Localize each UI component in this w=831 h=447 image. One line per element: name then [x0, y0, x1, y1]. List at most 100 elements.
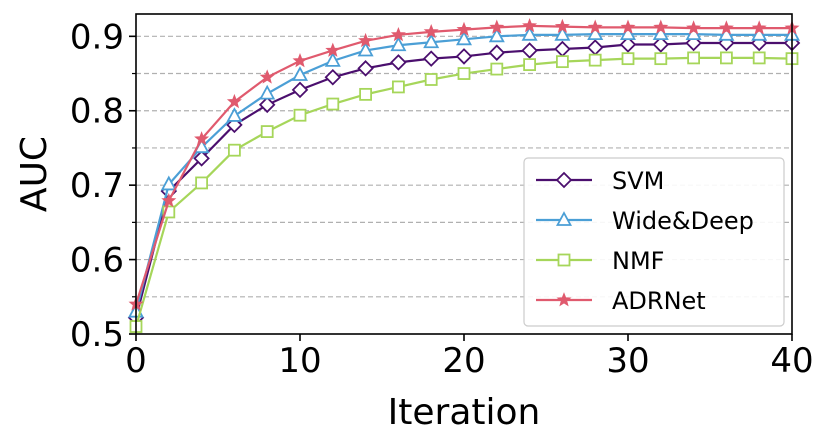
data-point-wide-deep: [226, 107, 243, 122]
data-point-svm: [390, 54, 407, 71]
tick-layer: 0 10 20 30 40 0.5 0.6 0.7 0.8 0.9: [70, 17, 814, 381]
data-point-adrnet: [259, 69, 275, 84]
data-point-wide-deep: [160, 175, 177, 191]
legend-label: Wide&Deep: [612, 207, 754, 235]
data-point-wide-deep: [423, 33, 440, 49]
data-point-adrnet: [161, 192, 177, 208]
data-point-adrnet: [554, 18, 570, 34]
data-point-wide-deep: [652, 25, 669, 40]
series-wide-deep: [127, 25, 801, 318]
data-point-adrnet: [620, 19, 636, 34]
data-point-wide-deep: [291, 66, 309, 81]
legend: SVM Wide&Deep NMF ADRNet: [523, 157, 785, 327]
legend-marker: [557, 253, 571, 267]
x-tick-label: 0: [125, 341, 147, 381]
data-point-svm: [586, 39, 604, 56]
data-point-wide-deep: [619, 25, 637, 40]
y-tick-label: 0.9: [70, 17, 124, 57]
x-axis-label: Iteration: [388, 392, 541, 433]
data-point-wide-deep: [488, 27, 505, 43]
y-axis-label: AUC: [14, 136, 55, 212]
x-tick-label: 30: [606, 341, 649, 381]
x-tick-label: 20: [442, 341, 485, 381]
data-point-nmf: [457, 67, 471, 80]
data-point-nmf: [523, 58, 536, 72]
y-tick-label: 0.6: [70, 241, 124, 281]
data-point-svm: [521, 42, 538, 59]
data-point-nmf: [752, 51, 766, 65]
legend-item-adrnet: ADRNet: [536, 287, 706, 315]
data-point-nmf: [490, 62, 504, 76]
data-point-nmf: [195, 176, 209, 190]
legend-item-nmf: NMF: [536, 247, 664, 275]
legend-label: SVM: [612, 167, 664, 195]
data-point-nmf: [720, 51, 733, 65]
data-point-nmf: [621, 52, 635, 66]
data-point-nmf: [227, 143, 241, 157]
legend-marker: [555, 211, 573, 226]
data-point-svm: [193, 150, 210, 167]
data-point-svm: [455, 48, 473, 65]
data-point-wide-deep: [259, 84, 276, 100]
data-point-adrnet: [292, 53, 308, 68]
series-adrnet: [128, 18, 800, 311]
legend-item-svm: SVM: [536, 167, 664, 195]
data-point-nmf: [556, 55, 569, 69]
legend-label: NMF: [612, 247, 664, 275]
data-point-adrnet: [522, 18, 538, 33]
data-point-svm: [652, 36, 670, 53]
data-point-nmf: [588, 53, 602, 67]
data-point-nmf: [424, 73, 438, 86]
data-point-nmf: [326, 97, 340, 111]
data-point-svm: [488, 44, 506, 61]
data-point-adrnet: [194, 131, 210, 146]
data-point-svm: [554, 40, 571, 58]
legend-box: [523, 157, 785, 327]
legend-marker: [556, 292, 572, 307]
data-point-adrnet: [718, 20, 734, 35]
data-point-adrnet: [456, 21, 472, 37]
data-point-wide-deep: [390, 36, 407, 52]
data-point-adrnet: [751, 20, 767, 35]
data-point-wide-deep: [455, 30, 473, 46]
data-point-adrnet: [390, 26, 406, 42]
data-point-wide-deep: [554, 25, 571, 41]
legend-label: ADRNet: [612, 287, 706, 315]
data-point-wide-deep: [357, 41, 374, 57]
data-point-nmf: [687, 51, 700, 65]
data-point-svm: [357, 60, 374, 77]
data-point-svm: [258, 96, 276, 114]
data-point-adrnet: [489, 19, 505, 34]
data-point-wide-deep: [718, 25, 735, 41]
data-point-adrnet: [587, 19, 603, 34]
data-point-adrnet: [423, 23, 439, 39]
data-point-nmf: [260, 125, 274, 138]
data-point-wide-deep: [521, 25, 538, 41]
y-tick-label: 0.7: [70, 166, 124, 206]
data-point-adrnet: [358, 32, 374, 48]
series-nmf: [129, 51, 799, 333]
data-point-svm: [291, 81, 309, 99]
data-point-nmf: [654, 52, 668, 66]
data-point-adrnet: [226, 93, 242, 109]
legend-marker: [555, 171, 573, 189]
data-point-adrnet: [653, 19, 669, 34]
data-point-svm: [324, 68, 342, 86]
data-point-svm: [422, 50, 440, 67]
data-point-nmf: [391, 80, 405, 94]
data-point-adrnet: [325, 42, 341, 57]
data-point-nmf: [162, 205, 176, 219]
x-tick-label: 40: [770, 341, 813, 381]
legend-item-wide-deep: Wide&Deep: [536, 207, 754, 235]
data-point-wide-deep: [751, 25, 768, 41]
series-layer: [127, 18, 801, 333]
data-point-adrnet: [686, 20, 702, 35]
data-point-nmf: [359, 87, 373, 101]
data-point-wide-deep: [324, 51, 341, 67]
y-tick-label: 0.8: [70, 92, 124, 132]
data-point-wide-deep: [587, 25, 604, 40]
data-point-nmf: [293, 108, 307, 122]
y-tick-label: 0.5: [70, 315, 124, 355]
x-tick-label: 10: [278, 341, 321, 381]
